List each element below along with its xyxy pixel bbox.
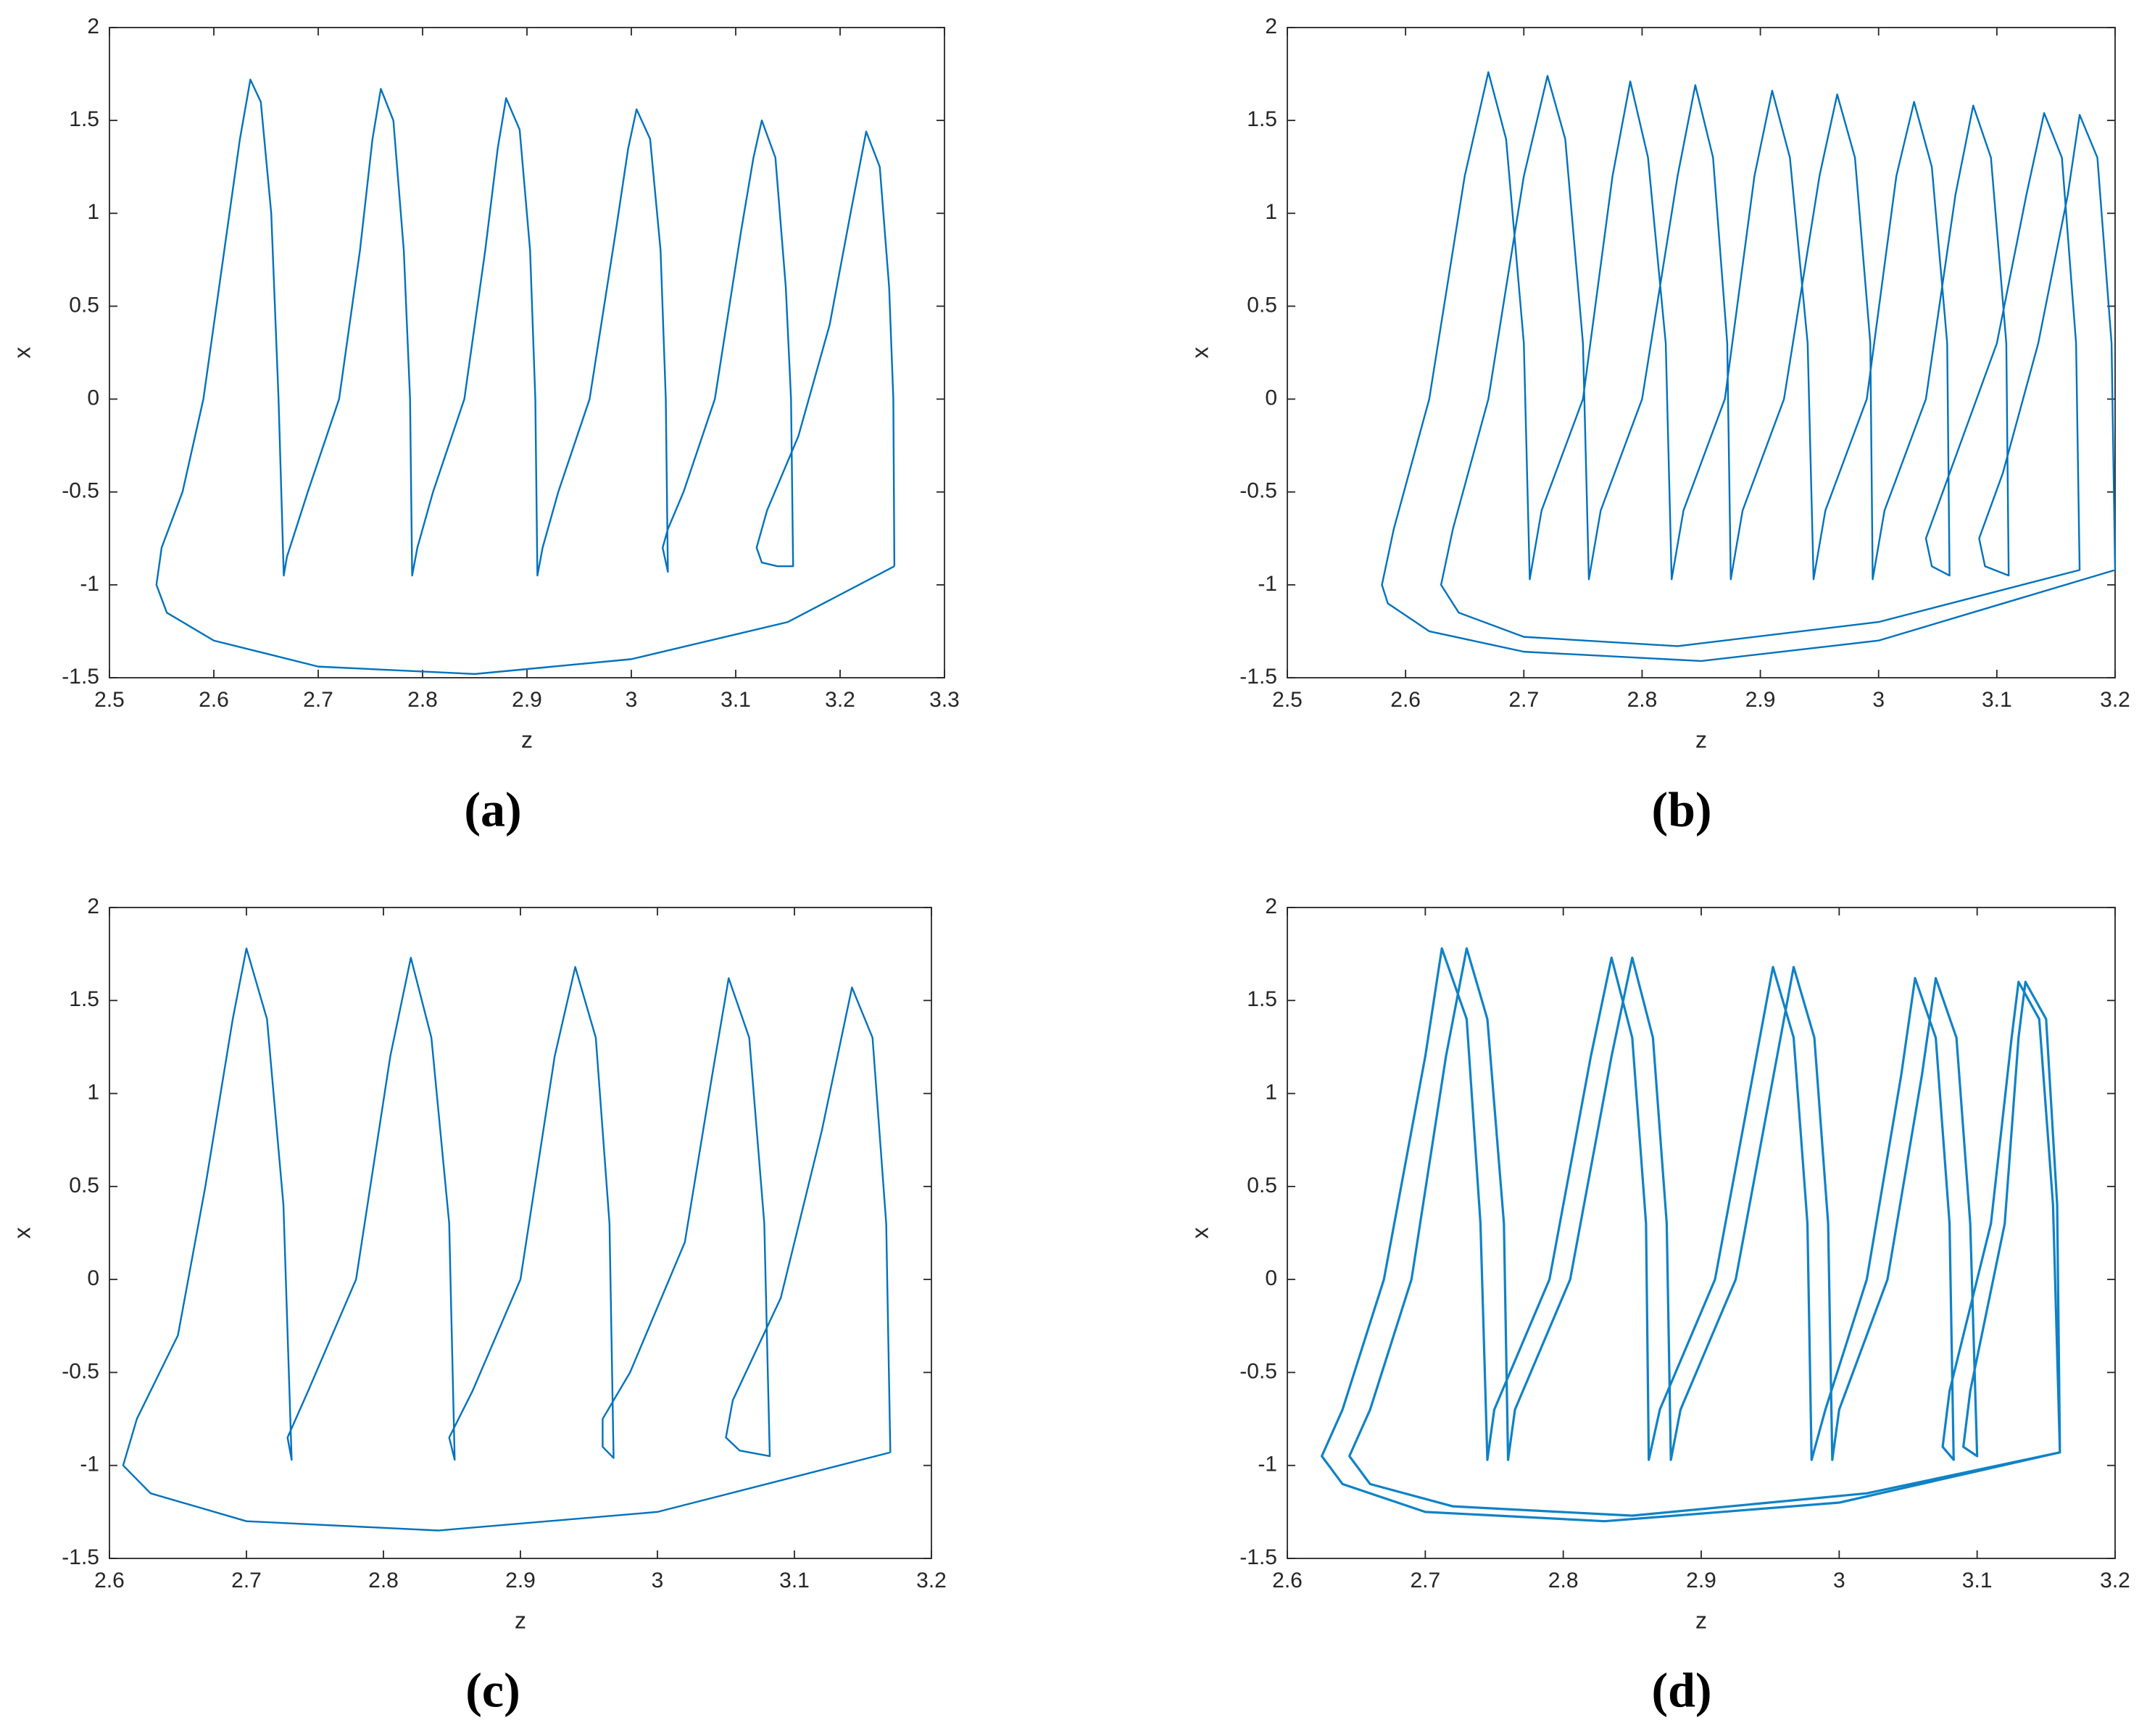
x-tick-label: 2.7 [1410, 1569, 1440, 1592]
y-tick-label: -1 [1258, 1453, 1277, 1477]
y-tick-label: 0 [1265, 386, 1277, 410]
y-axis-label: x [1187, 1227, 1213, 1239]
y-axis-label: x [1187, 347, 1213, 359]
x-tick-label: 3.2 [2100, 1569, 2130, 1592]
y-tick-label: -1 [80, 1453, 99, 1477]
y-tick-label: -1 [80, 572, 99, 596]
x-tick-label: 2.9 [512, 688, 542, 712]
x-tick-label: 2.8 [407, 688, 438, 712]
y-tick-label: -1.5 [62, 665, 99, 689]
y-tick-label: 1 [87, 1080, 99, 1104]
plot-area [1287, 907, 2116, 1559]
y-tick-label: 0 [1265, 1266, 1277, 1290]
y-tick-label: 2 [1265, 14, 1277, 38]
y-tick-label: 0.5 [69, 1174, 99, 1197]
y-axis-label: x [9, 347, 35, 359]
y-tick-label: -1 [1258, 572, 1277, 596]
x-tick-label: 2.7 [231, 1569, 262, 1592]
x-tick-label: 2.6 [94, 1569, 125, 1592]
y-tick-label: 1.5 [69, 987, 99, 1011]
caption: (b) [1651, 782, 1711, 837]
plot-area [109, 907, 932, 1559]
x-tick-label: 3.1 [1962, 1569, 1993, 1592]
plot-area [109, 27, 945, 678]
y-tick-label: 2 [87, 894, 99, 918]
y-axis-label: x [9, 1227, 35, 1239]
x-tick-label: 3 [626, 688, 638, 712]
x-tick-label: 2.9 [1745, 688, 1776, 712]
y-tick-label: 2 [87, 14, 99, 38]
y-tick-label: 2 [1265, 894, 1277, 918]
x-tick-label: 3.1 [779, 1569, 810, 1592]
x-tick-label: 2.9 [1686, 1569, 1716, 1592]
caption: (a) [464, 782, 521, 837]
x-tick-label: 3 [1872, 688, 1885, 712]
x-tick-label: 3.1 [1982, 688, 2012, 712]
y-tick-label: 0 [87, 386, 99, 410]
x-axis-label: z [1695, 726, 1707, 752]
x-tick-label: 2.6 [1272, 1569, 1303, 1592]
y-tick-label: 0.5 [69, 293, 99, 317]
trajectory [122, 947, 892, 1532]
y-tick-label: 0 [87, 1266, 99, 1290]
x-axis-label: z [515, 1607, 526, 1633]
y-tick-label: 0.5 [1247, 293, 1277, 317]
trajectory [1320, 947, 2061, 1523]
x-tick-label: 3 [652, 1569, 664, 1592]
caption: (c) [465, 1663, 520, 1718]
x-tick-label: 3.1 [720, 688, 751, 712]
y-tick-label: -0.5 [62, 479, 99, 503]
y-tick-label: -0.5 [1239, 479, 1277, 503]
x-tick-label: 2.8 [1627, 688, 1658, 712]
y-tick-label: 0.5 [1247, 1174, 1277, 1197]
x-tick-label: 3.2 [2100, 688, 2130, 712]
x-tick-label: 3 [1833, 1569, 1845, 1592]
x-tick-label: 2.7 [1508, 688, 1539, 712]
y-tick-label: 1.5 [69, 107, 99, 131]
x-tick-label: 2.7 [303, 688, 333, 712]
y-tick-label: -0.5 [1239, 1359, 1277, 1383]
y-tick-label: 1.5 [1247, 987, 1277, 1011]
trajectory [155, 78, 896, 676]
y-tick-label: -1.5 [1239, 1545, 1277, 1569]
y-tick-label: -1.5 [62, 1545, 99, 1569]
caption: (d) [1651, 1663, 1711, 1718]
y-tick-label: -1.5 [1239, 665, 1277, 689]
x-tick-label: 2.6 [1390, 688, 1421, 712]
x-tick-label: 3.2 [916, 1569, 947, 1592]
x-axis-label: z [1695, 1607, 1707, 1633]
x-tick-label: 2.6 [199, 688, 229, 712]
trajectory [1381, 71, 2117, 663]
x-tick-label: 2.5 [1272, 688, 1303, 712]
y-tick-label: 1 [87, 200, 99, 224]
x-tick-label: 3.3 [929, 688, 960, 712]
x-tick-label: 3.2 [825, 688, 855, 712]
plot-area [1287, 27, 2116, 678]
y-tick-label: 1 [1265, 1080, 1277, 1104]
x-tick-label: 2.8 [1548, 1569, 1579, 1592]
x-tick-label: 2.8 [368, 1569, 399, 1592]
x-tick-label: 2.9 [505, 1569, 536, 1592]
x-tick-label: 2.5 [94, 688, 125, 712]
y-tick-label: 1.5 [1247, 107, 1277, 131]
y-tick-label: -0.5 [62, 1359, 99, 1383]
x-axis-label: z [521, 726, 533, 752]
y-tick-label: 1 [1265, 200, 1277, 224]
